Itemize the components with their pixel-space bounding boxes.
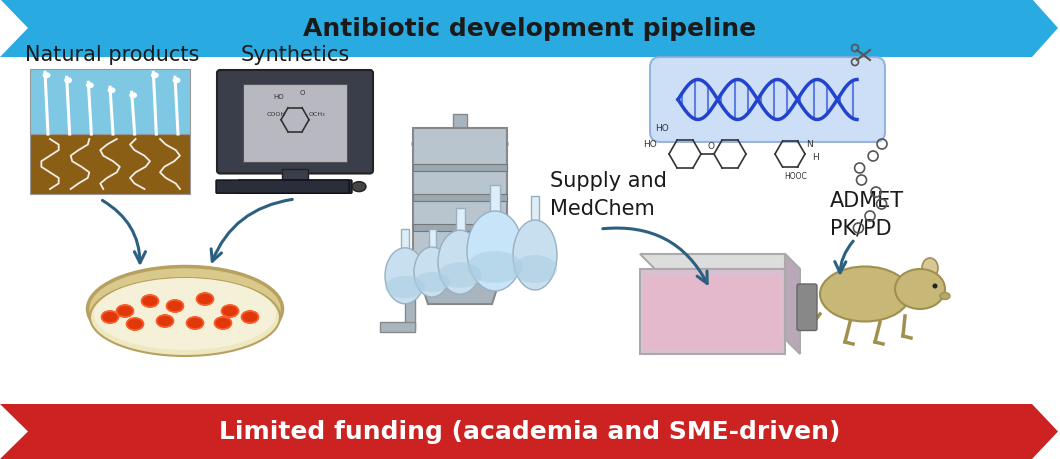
Text: HO: HO bbox=[643, 140, 657, 149]
FancyBboxPatch shape bbox=[238, 180, 352, 194]
Ellipse shape bbox=[412, 129, 508, 161]
Ellipse shape bbox=[242, 311, 259, 323]
FancyBboxPatch shape bbox=[640, 269, 785, 354]
Ellipse shape bbox=[117, 305, 134, 317]
FancyBboxPatch shape bbox=[490, 185, 500, 228]
FancyBboxPatch shape bbox=[797, 285, 817, 331]
FancyBboxPatch shape bbox=[428, 230, 436, 257]
Polygon shape bbox=[640, 254, 800, 269]
Polygon shape bbox=[785, 254, 800, 354]
Text: Natural products: Natural products bbox=[24, 45, 199, 65]
Ellipse shape bbox=[467, 212, 523, 291]
FancyBboxPatch shape bbox=[30, 134, 190, 195]
Ellipse shape bbox=[513, 220, 556, 291]
Text: Supply and
MedChem: Supply and MedChem bbox=[550, 171, 667, 218]
Ellipse shape bbox=[107, 88, 116, 94]
FancyBboxPatch shape bbox=[282, 169, 307, 184]
Ellipse shape bbox=[222, 305, 238, 317]
Ellipse shape bbox=[438, 263, 482, 288]
FancyBboxPatch shape bbox=[531, 196, 538, 235]
Ellipse shape bbox=[141, 295, 159, 308]
Text: OCH₃: OCH₃ bbox=[310, 112, 325, 117]
FancyBboxPatch shape bbox=[30, 70, 190, 134]
Ellipse shape bbox=[166, 300, 183, 312]
Ellipse shape bbox=[90, 279, 280, 356]
Ellipse shape bbox=[214, 317, 231, 329]
Text: Antibiotic development pipeline: Antibiotic development pipeline bbox=[303, 17, 757, 41]
Text: COOH: COOH bbox=[267, 112, 286, 117]
Ellipse shape bbox=[385, 276, 425, 298]
FancyBboxPatch shape bbox=[379, 322, 416, 332]
Ellipse shape bbox=[933, 284, 937, 289]
Ellipse shape bbox=[129, 93, 137, 99]
FancyBboxPatch shape bbox=[401, 230, 409, 259]
Polygon shape bbox=[0, 404, 1058, 459]
FancyBboxPatch shape bbox=[644, 276, 781, 349]
Polygon shape bbox=[0, 0, 1058, 58]
Ellipse shape bbox=[922, 258, 938, 279]
FancyBboxPatch shape bbox=[413, 195, 507, 202]
Ellipse shape bbox=[820, 267, 909, 322]
Text: HO: HO bbox=[655, 124, 669, 133]
Ellipse shape bbox=[102, 311, 119, 323]
Text: O: O bbox=[707, 142, 714, 151]
FancyBboxPatch shape bbox=[650, 58, 885, 143]
Ellipse shape bbox=[352, 182, 366, 192]
Text: Synthetics: Synthetics bbox=[241, 45, 350, 65]
FancyBboxPatch shape bbox=[405, 285, 416, 329]
Ellipse shape bbox=[65, 78, 72, 84]
Ellipse shape bbox=[467, 252, 523, 283]
FancyBboxPatch shape bbox=[413, 129, 507, 258]
FancyBboxPatch shape bbox=[453, 115, 467, 145]
Ellipse shape bbox=[895, 269, 946, 309]
FancyBboxPatch shape bbox=[243, 85, 347, 162]
Ellipse shape bbox=[414, 247, 450, 297]
Text: N: N bbox=[806, 140, 813, 149]
Ellipse shape bbox=[438, 231, 482, 295]
Ellipse shape bbox=[151, 73, 159, 79]
Ellipse shape bbox=[94, 279, 276, 350]
Text: HOOC: HOOC bbox=[784, 172, 807, 180]
Ellipse shape bbox=[196, 293, 213, 305]
FancyBboxPatch shape bbox=[413, 165, 507, 172]
Ellipse shape bbox=[513, 256, 556, 283]
Ellipse shape bbox=[187, 317, 204, 329]
Ellipse shape bbox=[86, 83, 94, 89]
Text: O: O bbox=[300, 90, 305, 95]
FancyBboxPatch shape bbox=[456, 208, 464, 243]
Text: Limited funding (academia and SME-driven): Limited funding (academia and SME-driven… bbox=[219, 420, 841, 443]
Ellipse shape bbox=[173, 78, 180, 84]
Ellipse shape bbox=[414, 272, 450, 292]
Ellipse shape bbox=[42, 73, 51, 79]
Ellipse shape bbox=[940, 293, 950, 300]
Text: H: H bbox=[812, 153, 818, 162]
Ellipse shape bbox=[126, 318, 143, 330]
FancyBboxPatch shape bbox=[216, 180, 349, 194]
Text: ADMET
PK/PD: ADMET PK/PD bbox=[830, 190, 904, 239]
Polygon shape bbox=[413, 258, 507, 304]
Text: HO: HO bbox=[273, 94, 284, 100]
Ellipse shape bbox=[385, 248, 425, 304]
Ellipse shape bbox=[157, 315, 174, 327]
FancyBboxPatch shape bbox=[413, 224, 507, 231]
FancyBboxPatch shape bbox=[217, 71, 373, 174]
Ellipse shape bbox=[88, 267, 283, 352]
